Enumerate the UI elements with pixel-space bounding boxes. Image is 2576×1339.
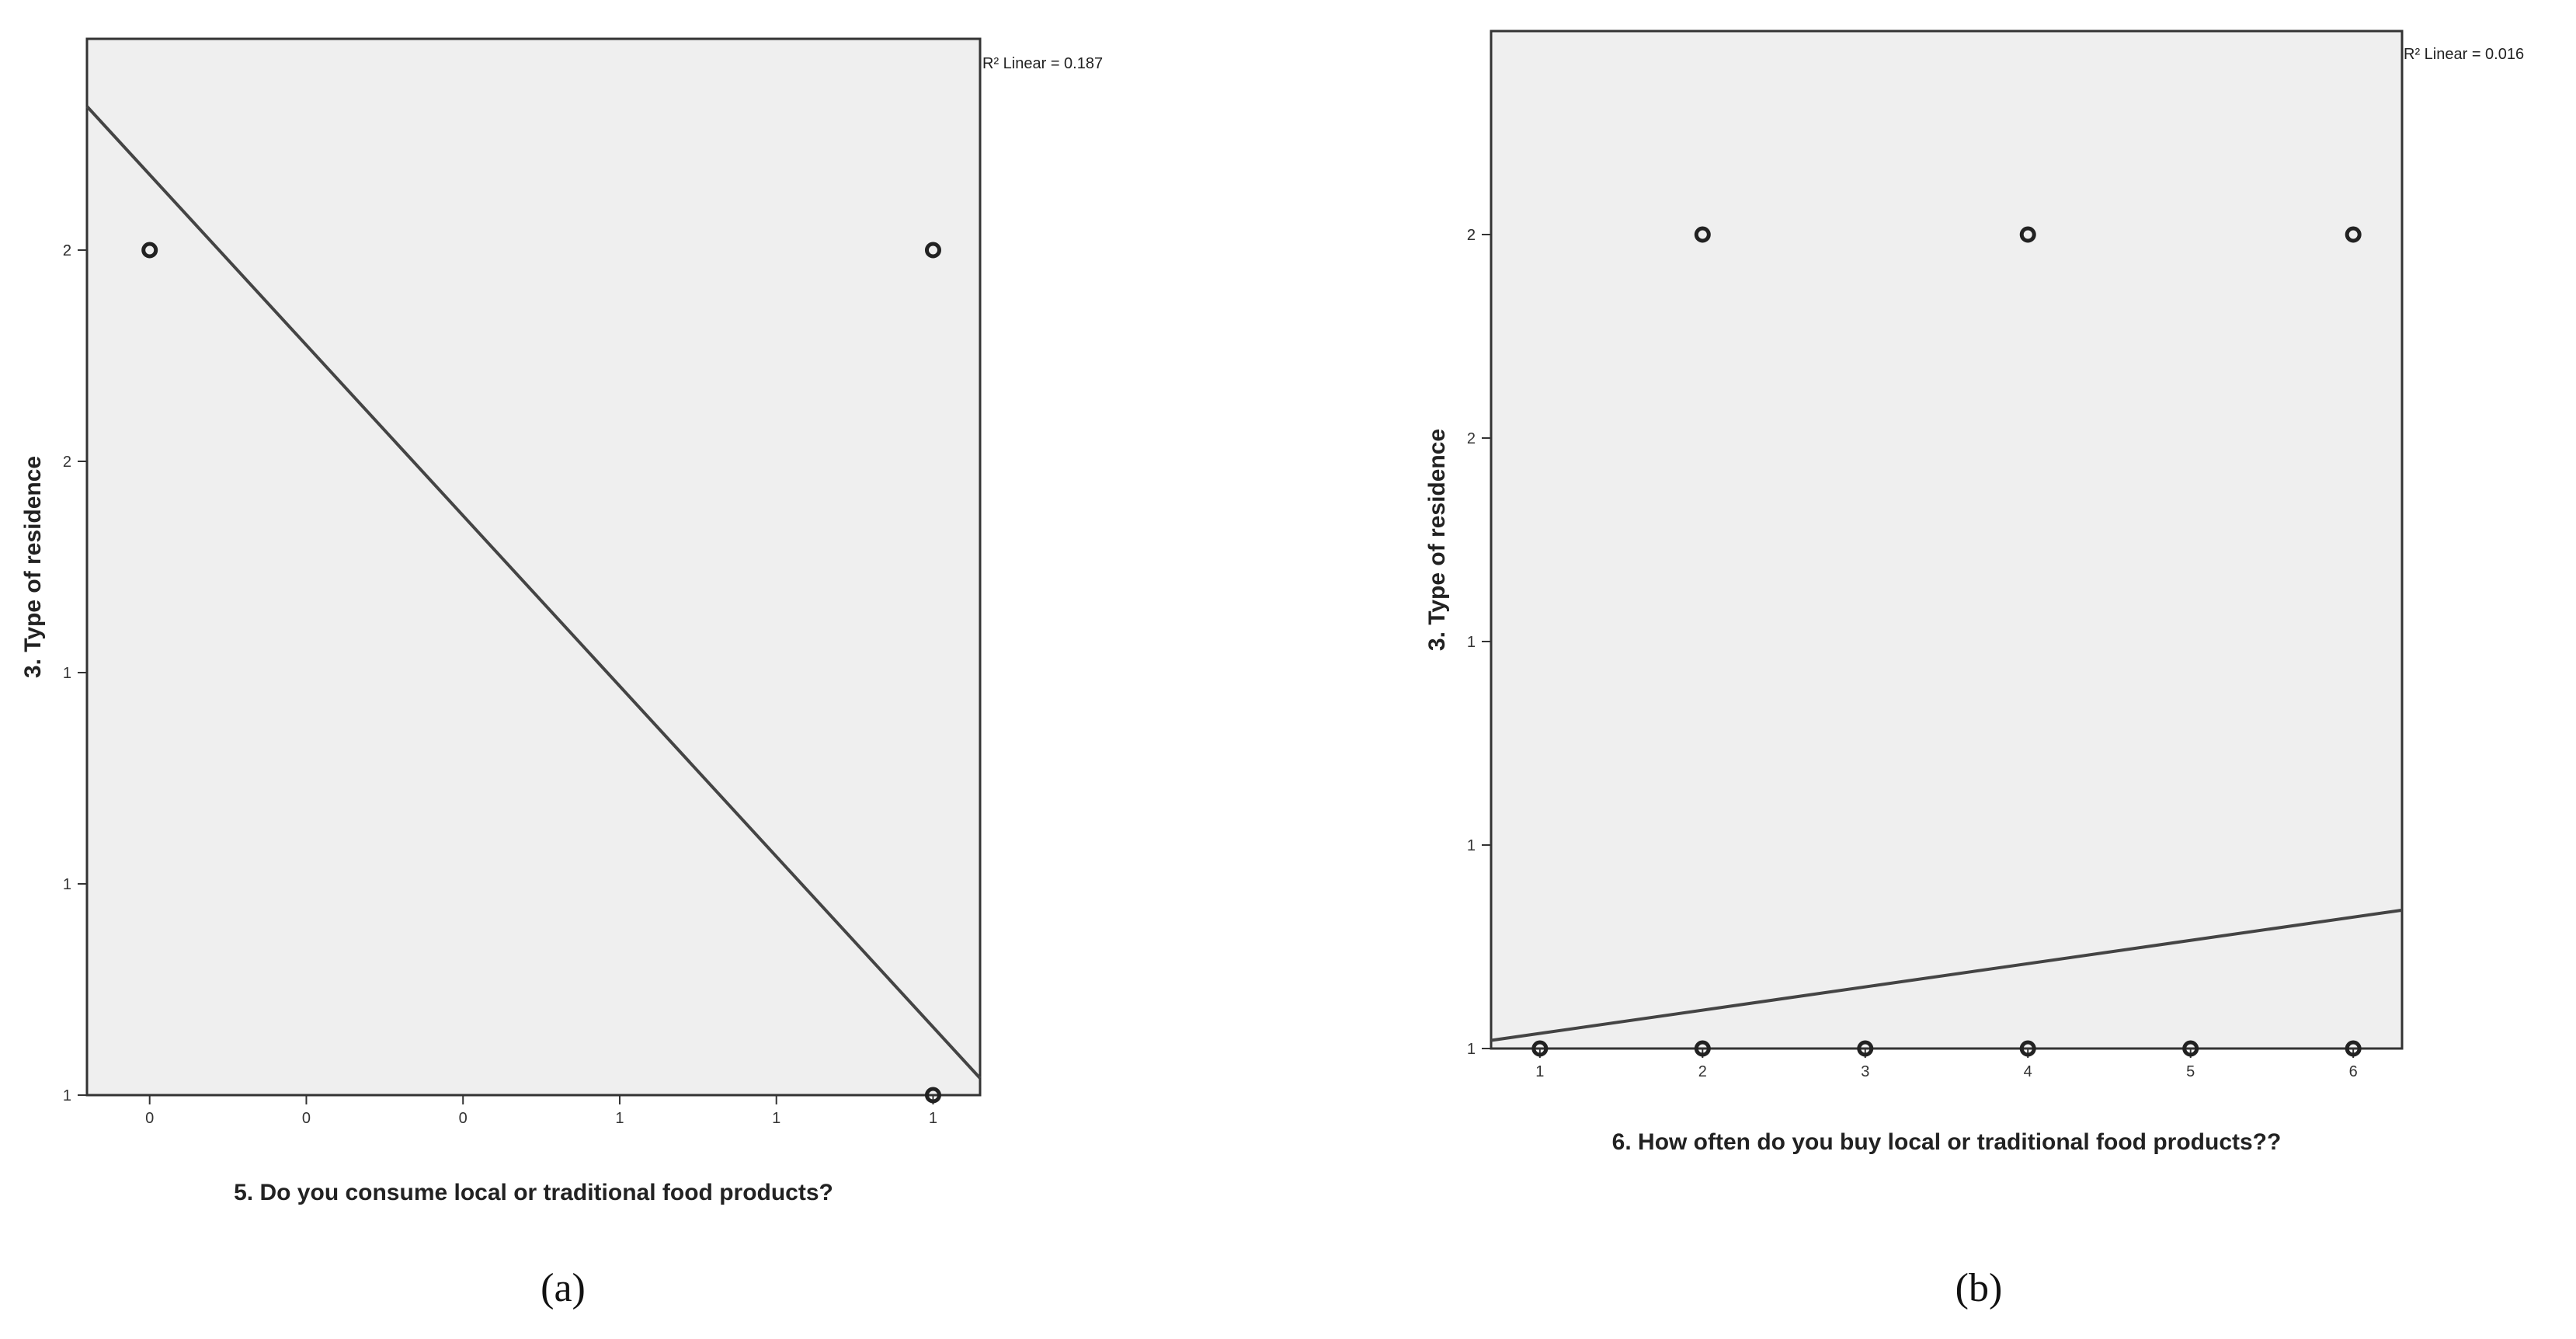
panel-b-x-tick-label: 6 [2349, 1063, 2358, 1080]
panel-a-y-tick-label: 1 [63, 876, 71, 893]
panel-a-y-tick-label: 2 [63, 242, 71, 259]
panel-a-data-point [924, 242, 941, 259]
panel-a-y-tick-label: 1 [63, 1087, 71, 1104]
panel-a-fit-line [85, 105, 982, 1080]
panel-b-data-point [1531, 1040, 1549, 1057]
panel-a-y-tick-label: 2 [63, 454, 71, 471]
panel-b-x-tick-label: 4 [2024, 1063, 2032, 1080]
panel-b-caption: (b) [1955, 1266, 2003, 1310]
panel-a-data-point [924, 1087, 941, 1104]
panel-b-data-point [2182, 1040, 2199, 1057]
panel-a-x-tick-label: 0 [459, 1110, 468, 1127]
panel-b-data-point [1694, 1040, 1711, 1057]
panel-b-x-tick-label: 3 [1861, 1063, 1869, 1080]
panel-a-x-axis-title: 5. Do you consume local or traditional f… [234, 1180, 833, 1205]
panel-b-x-tick-label: 1 [1535, 1063, 1544, 1080]
panel-a-x-tick-label: 1 [929, 1110, 937, 1127]
panel-a-x-tick-label: 0 [145, 1110, 154, 1127]
panel-b-plot-area [1490, 30, 2404, 1050]
panel-b-y-tick-label: 1 [1467, 837, 1476, 854]
panel-b-data-point [1857, 1040, 1874, 1057]
panel-a-y-tick-label: 2 [63, 242, 71, 259]
panel-b-x-tick-label: 2 [1698, 1063, 1707, 1080]
panel-b-x-axis-title: 6. How often do you buy local or traditi… [1612, 1129, 2282, 1155]
panel-b-data-point [2345, 226, 2362, 243]
panel-b-data-point [2345, 1040, 2362, 1057]
panel-a-y-tick-label: 1 [63, 665, 71, 682]
panel-a-r2-label: R² Linear = 0.187 [982, 55, 1103, 72]
panel-a-x-tick-label: 0 [302, 1110, 311, 1127]
panel-b-y-axis-title: 3. Type of residence [1424, 429, 1450, 651]
panel-a-x-tick-label: 1 [772, 1110, 780, 1127]
panel-b-y-tick-label: 1 [1467, 1041, 1476, 1058]
panel-a-y-axis-title: 3. Type of residence [20, 456, 46, 678]
panel-b-r2-label: R² Linear = 0.016 [2404, 46, 2524, 63]
panel-b-data-point [2019, 226, 2036, 243]
panel-b-y-tick-label: 2 [1467, 227, 1476, 244]
panel-b-fit-line [1490, 908, 2403, 1042]
panel-b-y-tick-label: 2 [1467, 227, 1476, 244]
panel-a-caption: (a) [541, 1266, 586, 1310]
panel-b-data-point [2019, 1040, 2036, 1057]
panel-b-y-tick-label: 1 [1467, 634, 1476, 651]
panel-a-x-tick-label: 1 [615, 1110, 624, 1127]
panel-a-data-point [141, 242, 158, 259]
panel-a-plot-area [85, 37, 982, 1097]
panel-b-data-point [1694, 226, 1711, 243]
panel-b-y-tick-label: 2 [1467, 430, 1476, 447]
panel-b-x-tick-label: 5 [2186, 1063, 2195, 1080]
